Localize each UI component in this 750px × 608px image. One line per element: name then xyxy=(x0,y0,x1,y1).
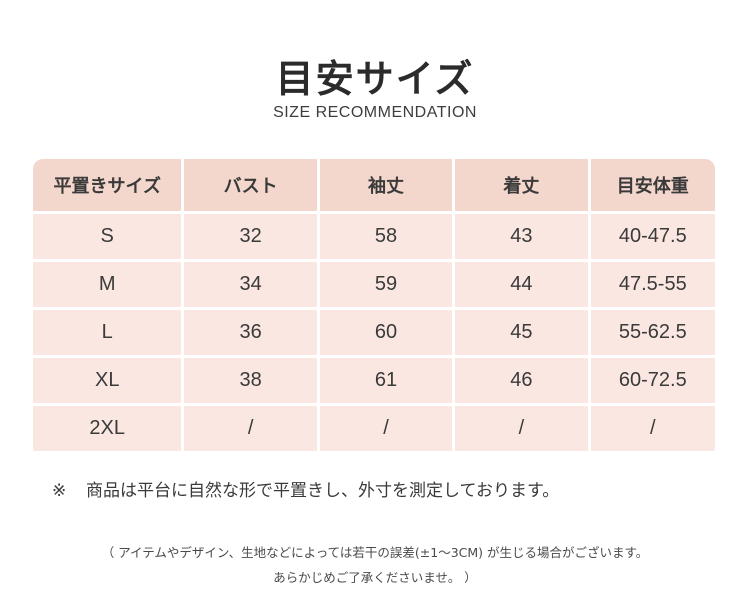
column-header-weight: 目安体重 xyxy=(590,159,715,211)
disclaimer: （ アイテムやデザイン、生地などによっては若干の誤差(±1～3CM) が生じる場… xyxy=(0,540,750,590)
table-cell: 34 xyxy=(184,262,317,307)
table-cell: 60-72.5 xyxy=(590,358,715,403)
table-cell: 47.5-55 xyxy=(590,262,715,307)
table-row: M 34 59 44 47.5-55 xyxy=(33,262,715,307)
table-row: 2XL / / / / xyxy=(33,406,715,451)
disclaimer-line-2: あらかじめご了承くださいませ。 ） xyxy=(273,570,477,585)
table-cell: 40-47.5 xyxy=(590,214,715,259)
table-cell: / xyxy=(590,406,715,451)
table-cell: / xyxy=(184,406,317,451)
table-cell: 55-62.5 xyxy=(590,310,715,355)
page-title: 目安サイズ xyxy=(275,57,475,101)
column-header-size: 平置きサイズ xyxy=(33,159,182,211)
table-cell: 32 xyxy=(184,214,317,259)
table-row: L 36 60 45 55-62.5 xyxy=(33,310,715,355)
table-cell: L xyxy=(33,310,182,355)
table-cell: 61 xyxy=(319,358,453,403)
measurement-note: ※ 商品は平台に自然な形で平置きし、外寸を測定しております。 xyxy=(52,479,732,503)
note-text: 商品は平台に自然な形で平置きし、外寸を測定しております。 xyxy=(86,481,560,501)
size-table: 平置きサイズ バスト 袖丈 着丈 目安体重 S 32 58 43 40-47.5… xyxy=(33,159,715,457)
table-cell: S xyxy=(33,214,182,259)
table-cell: 45 xyxy=(455,310,588,355)
table-cell: 58 xyxy=(319,214,453,259)
table-cell: / xyxy=(455,406,588,451)
disclaimer-line-1: （ アイテムやデザイン、生地などによっては若干の誤差(±1～3CM) が生じる場… xyxy=(101,545,649,560)
table-cell: 60 xyxy=(319,310,453,355)
table-cell: XL xyxy=(33,358,182,403)
table-row: XL 38 61 46 60-72.5 xyxy=(33,358,715,403)
table-cell: 2XL xyxy=(33,406,182,451)
table-cell: 36 xyxy=(184,310,317,355)
table-header-row: 平置きサイズ バスト 袖丈 着丈 目安体重 xyxy=(33,159,715,211)
table-cell: 43 xyxy=(455,214,588,259)
table-cell: 44 xyxy=(455,262,588,307)
page-subtitle: SIZE RECOMMENDATION xyxy=(273,104,477,121)
note-mark: ※ xyxy=(52,481,67,501)
table-row: S 32 58 43 40-47.5 xyxy=(33,214,715,259)
column-header-sleeve-length: 袖丈 xyxy=(319,159,453,211)
table-cell: 46 xyxy=(455,358,588,403)
table-cell: 38 xyxy=(184,358,317,403)
table-cell: / xyxy=(319,406,453,451)
table-cell: 59 xyxy=(319,262,453,307)
column-header-body-length: 着丈 xyxy=(455,159,588,211)
column-header-bust: バスト xyxy=(184,159,317,211)
table-cell: M xyxy=(33,262,182,307)
